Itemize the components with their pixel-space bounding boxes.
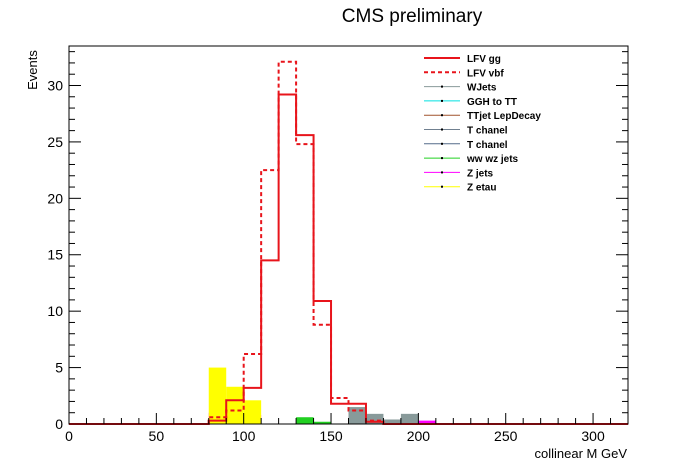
legend-marker [441,142,443,145]
legend-marker [441,114,443,117]
y-tick-label: 5 [55,360,63,376]
legend-label: LFV vbf [467,68,504,79]
y-tick-label: 15 [47,247,63,263]
legend-entry-lfv-gg: LFV gg [424,54,501,65]
y-tick-label: 20 [47,190,63,206]
bar-z-etau-100 [243,400,262,424]
plot-frame [68,45,629,425]
bar-wjets-180 [383,419,401,424]
legend-label: T chanel [467,126,508,137]
y-tick-label: 0 [55,416,63,432]
legend-marker [441,99,443,102]
x-axis-label: collinear M GeV [535,446,628,461]
x-tick-label: 150 [319,428,343,444]
filled-histograms [208,367,436,424]
legend-entry-ttjet-lepdecay: TTjet LepDecay [424,111,541,122]
bar-wjets-160 [348,407,366,424]
x-tick-label: 50 [149,428,165,444]
axes: 0 50 100 150 200 250 300 0 5 10 15 20 25 30 [47,51,629,444]
bar-z-etau-80 [208,367,227,424]
legend-label: Z etau [467,183,496,194]
legend-entry-lfv-vbf: LFV vbf [424,68,504,79]
x-tick-label: 250 [494,428,518,444]
legend-entry-z-jets: Z jets [424,168,494,179]
legend-label: GGH to TT [467,97,517,108]
legend-label: ww wz jets [466,154,519,165]
legend-label: TTjet LepDecay [467,111,541,122]
line-histograms [69,60,628,425]
legend-entry-t-chanel: T chanel [424,140,508,151]
bar-ww-wz-jets-140 [313,421,332,424]
bar-wjets-190 [400,413,419,424]
bar-z-etau-90 [226,386,244,424]
plot-border [68,45,629,425]
x-tick-label: 300 [581,428,605,444]
chart-title: CMS preliminary [342,6,483,27]
legend-entry-wjets: WJets [424,83,497,94]
x-tick-label: 0 [65,428,73,444]
y-axis-label: Events [25,50,40,90]
line-lfv-vbf [69,60,628,425]
legend-label: LFV gg [467,54,501,65]
legend-entry-t-chanel: T chanel [424,126,508,137]
x-tick-label: 200 [407,428,431,444]
y-tick-label: 25 [47,134,63,150]
y-tick-label: 30 [47,77,63,93]
legend-marker [441,128,443,131]
legend-label: WJets [467,83,497,94]
legend: LFV gg LFV vbf WJets GGH to TT TTjet LepDeca… [424,54,541,194]
line-lfv-gg [69,93,628,425]
legend-entry-ww-wz-jets: ww wz jets [424,154,519,165]
x-tick-label: 100 [232,428,256,444]
legend-label: Z jets [467,168,494,179]
legend-marker [441,85,443,88]
legend-marker [441,157,443,160]
legend-marker [441,185,443,188]
y-tick-label: 10 [47,303,63,319]
legend-label: T chanel [467,140,508,151]
bar-ww-wz-jets-130 [296,417,314,424]
legend-entry-ggh-to-tt: GGH to TT [424,97,517,108]
bar-z-jets-200 [418,420,436,424]
bar-wjets-170 [365,413,384,424]
legend-marker [441,171,443,174]
legend-entry-z-etau: Z etau [424,183,496,194]
